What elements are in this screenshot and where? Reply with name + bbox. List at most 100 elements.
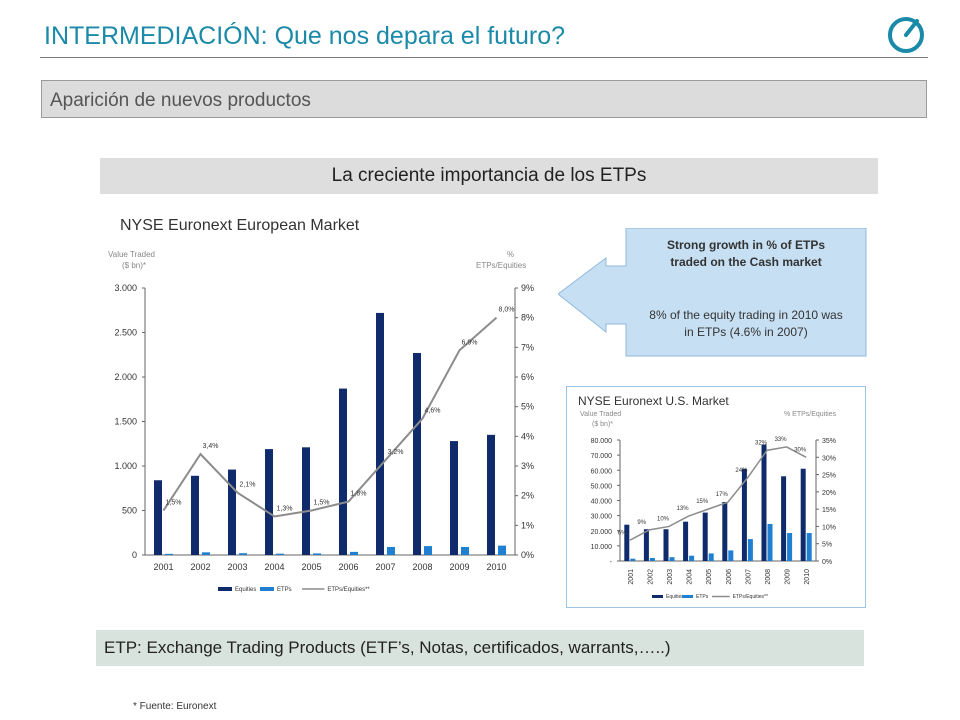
callout-line-3: 8% of the equity trading in 2010 was (649, 308, 842, 322)
left-axis-label-line2: ($ bn)* (122, 261, 146, 270)
callout-line-1: Strong growth in % of ETPs (667, 238, 825, 252)
etp-definition: ETP: Exchange Trading Products (ETF’s, N… (104, 638, 671, 657)
legend-swatch-etps (682, 595, 693, 598)
right-tick-label: 20% (822, 490, 836, 497)
equities-bar (683, 521, 689, 561)
etps-bar (708, 553, 714, 561)
right-axis-label-line2: ETPs/Equities (476, 261, 526, 270)
left-tick-label: 70.000 (591, 453, 613, 460)
right-tick-label: 35% (822, 438, 836, 445)
etps-bar (350, 551, 358, 555)
equities-bar (302, 447, 310, 555)
etps-bar (669, 557, 675, 561)
etps-bar (767, 523, 773, 561)
ratio-data-label: 33% (775, 437, 788, 443)
left-axis-label-line1: Value Traded (108, 250, 155, 259)
right-tick-label: 4% (521, 431, 534, 441)
etps-bar (276, 553, 284, 555)
legend-label-equities: Equities (235, 587, 256, 593)
equities-bar (376, 312, 384, 555)
equities-bar (191, 475, 199, 555)
ratio-data-label: 17% (716, 492, 729, 498)
left-axis-label-line2: ($ bn)* (592, 421, 613, 428)
left-tick-label: 1.500 (114, 417, 137, 427)
equities-bar (702, 512, 708, 561)
ratio-data-label: 9% (637, 520, 646, 526)
equities-bar (781, 476, 787, 561)
chart-european-market: NYSE Euronext European Market Value Trad… (108, 217, 534, 593)
etps-bar (165, 553, 173, 555)
left-tick-label: 20.000 (591, 529, 613, 536)
right-tick-label: 5% (521, 402, 534, 412)
etps-bar (313, 553, 321, 555)
x-tick-label: 2003 (227, 562, 247, 572)
right-axis-label: % ETPs/Equities (784, 411, 837, 418)
ratio-data-label: 32% (755, 440, 768, 446)
callout-shape (558, 228, 867, 357)
ratio-data-label: 6,9% (462, 339, 478, 346)
x-tick-label: 2006 (338, 562, 358, 572)
chart-title: NYSE Euronext U.S. Market (578, 394, 729, 408)
equities-bar (228, 469, 236, 555)
right-tick-label: 15% (822, 507, 836, 514)
ratio-data-label: 10% (657, 516, 670, 522)
ratio-data-label: 1,3% (277, 505, 293, 512)
equities-bar (761, 444, 767, 561)
section-heading: La creciente importancia de los ETPs (331, 165, 647, 186)
callout-line-2: traded on the Cash market (670, 255, 821, 269)
legend-swatch-etps (260, 587, 274, 591)
etps-bar (498, 545, 506, 555)
x-tick-label: 2009 (449, 562, 469, 572)
equities-bar (663, 529, 669, 561)
legend-swatch-equities (652, 595, 663, 598)
right-tick-label: 9% (521, 283, 534, 293)
right-tick-label: 0% (521, 550, 534, 560)
left-tick-label: 2.000 (114, 372, 137, 382)
x-tick-label: 2004 (687, 569, 694, 585)
equities-bar (624, 524, 630, 561)
ratio-data-label: 1,5% (166, 500, 182, 507)
legend-label-ratio: ETPs/Equities** (327, 587, 370, 593)
etps-bar (461, 546, 469, 555)
source-note: * Fuente: Euronext (133, 701, 217, 712)
left-tick-label: 1.000 (114, 461, 137, 471)
ratio-line (162, 316, 498, 518)
x-tick-label: 2010 (486, 562, 506, 572)
equities-bar (339, 388, 347, 555)
left-tick-label: 10.000 (591, 544, 613, 551)
left-axis-label-line1: Value Traded (580, 411, 621, 418)
equities-bar (722, 502, 728, 561)
ratio-data-label: 3,2% (388, 449, 404, 456)
x-tick-label: 2001 (628, 569, 635, 585)
etps-bar (239, 553, 247, 555)
ratio-data-label: 30% (794, 447, 807, 453)
ratio-data-label: 2,1% (240, 482, 256, 489)
x-tick-label: 2008 (412, 562, 432, 572)
right-tick-label: 10% (822, 524, 836, 531)
ratio-data-label: 1,5% (314, 500, 330, 507)
left-tick-label: 500 (122, 506, 137, 516)
etps-bar (689, 555, 695, 561)
x-tick-label: 2004 (264, 562, 284, 572)
equities-bar (800, 468, 806, 561)
x-tick-label: 2008 (765, 569, 772, 585)
ratio-data-label: 24% (735, 468, 748, 474)
ratio-data-label: 8,0% (499, 307, 515, 314)
x-tick-label: 2009 (785, 569, 792, 585)
equities-bar (450, 441, 458, 555)
left-tick-label: 3.000 (114, 283, 137, 293)
etps-bar (202, 552, 210, 555)
ratio-data-label: 6% (618, 530, 627, 536)
equities-bar (154, 480, 162, 555)
subtitle-text: Aparición de nuevos productos (50, 90, 311, 111)
ratio-data-label: 3,4% (203, 443, 219, 450)
right-tick-label: 25% (822, 473, 836, 480)
ratio-data-label: 1,8% (351, 491, 367, 498)
right-tick-label: 30% (822, 455, 836, 462)
chart-us-market: NYSE Euronext U.S. Market Value Traded (… (566, 386, 866, 608)
equities-bar (413, 352, 421, 555)
etps-bar (424, 546, 432, 555)
x-tick-label: 2006 (726, 569, 733, 585)
logo-icon (888, 17, 924, 53)
x-tick-label: 2003 (667, 569, 674, 585)
